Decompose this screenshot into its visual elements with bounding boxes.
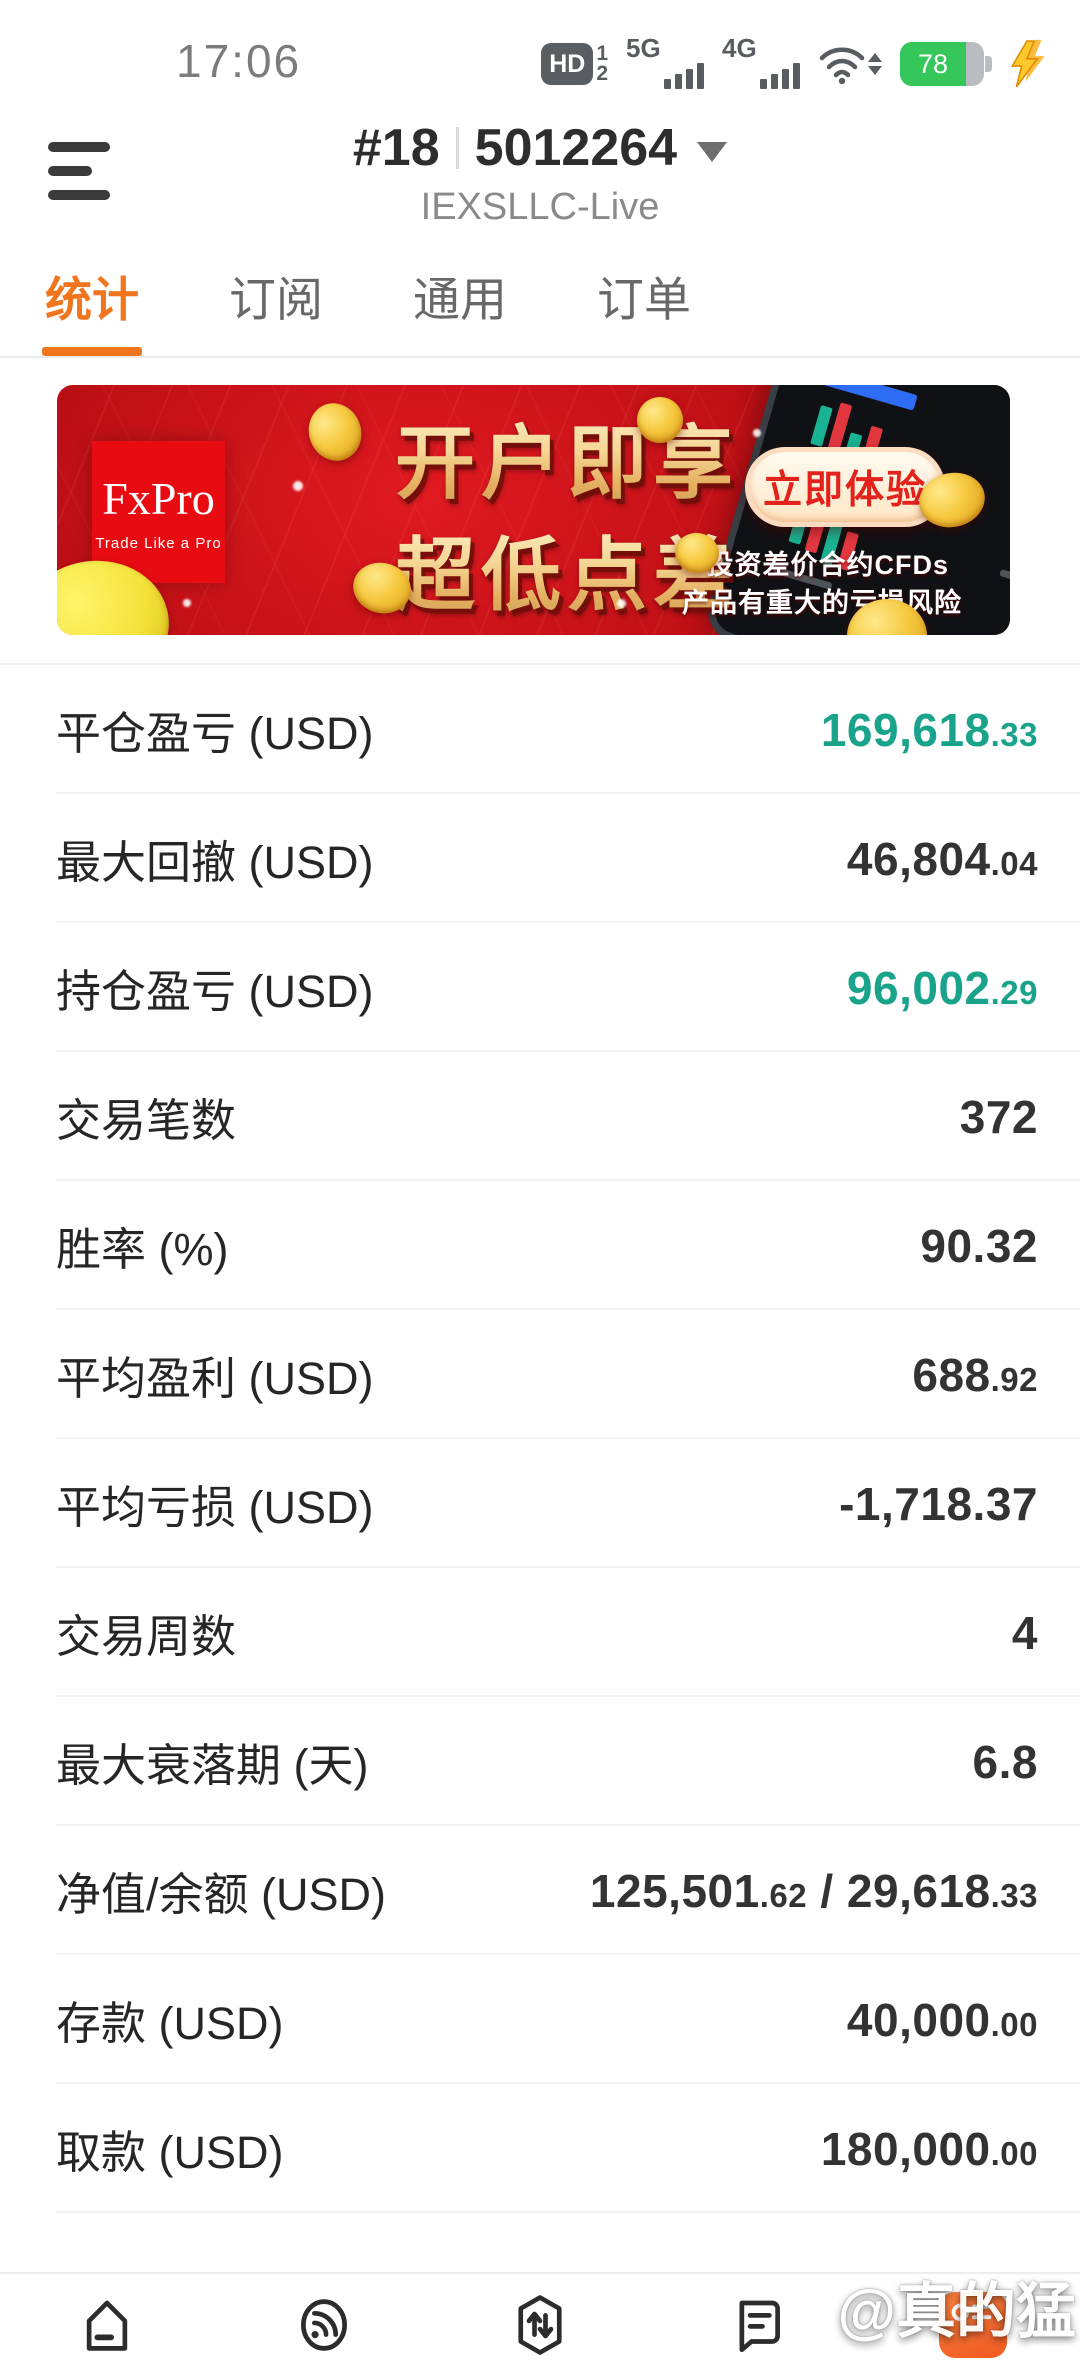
stat-row: 平均盈利 (USD) 688.92 [0,1310,1080,1439]
battery-percent: 78 [900,42,966,86]
title-divider [455,127,459,169]
nav-chat-icon[interactable] [722,2290,792,2360]
stat-label: 平仓盈亏 (USD) [56,708,374,759]
stat-row: 交易周数 4 [0,1568,1080,1697]
menu-icon[interactable] [48,140,112,204]
chevron-down-icon [697,142,728,162]
coin-decoration [637,397,683,443]
stat-row: 取款 (USD) 180,000.00 [0,2084,1080,2213]
stat-value: 96,002.29 [846,961,1038,1014]
stat-value: 169,618.33 [820,703,1038,756]
tab-subscription[interactable]: 订阅 [229,273,323,326]
banner-headline-1: 开户即享 [357,399,777,515]
stat-label: 净值/余额 (USD) [56,1869,386,1920]
stat-label: 存款 (USD) [56,1998,284,2049]
stat-label: 胜率 (%) [56,1224,229,1275]
tab-general[interactable]: 通用 [413,273,507,326]
tab-bar: 统计 订阅 通用 订单 [0,252,1080,358]
tab-statistics[interactable]: 统计 [42,261,142,356]
signal-5g-icon: 5G [626,33,704,91]
stat-value: 40,000.00 [846,1993,1038,2046]
stat-label: 取款 (USD) [56,2127,284,2178]
stat-value: 688.92 [912,1348,1038,1401]
stat-label: 持仓盈亏 (USD) [56,966,374,1017]
stat-label: 平均盈利 (USD) [56,1353,374,1404]
bottom-nav [0,2272,1080,2376]
stat-value: 46,804.04 [846,832,1038,885]
stat-value: 180,000.00 [820,2122,1038,2175]
tab-orders[interactable]: 订单 [597,273,691,326]
banner-disclaimer-2: 产品有重大的亏损风险 [682,588,962,618]
stat-row: 胜率 (%) 90.32 [0,1181,1080,1310]
server-name: IEXSLLC-Live [420,186,660,228]
active-tab-underline [42,347,142,356]
stat-row: 最大回撤 (USD) 46,804.04 [0,794,1080,923]
account-number: 5012264 [474,119,678,177]
status-bar: 17:06 HD 1 2 5G 4G [0,0,1080,100]
nav-app-promo-icon[interactable] [938,2290,1008,2360]
account-selector[interactable]: #18 5012264 [0,118,1080,178]
charging-bolt-icon [1010,39,1045,88]
stat-value: -1,718.37 [839,1477,1038,1530]
cta-button[interactable]: 立即体验 [745,447,945,527]
watermark: @真的猛 [779,2263,1076,2350]
battery-icon: 78 [900,42,992,86]
stat-value: 125,501.62 / 29,618.33 [589,1864,1038,1917]
hd-volte-icon: HD 1 2 [541,43,608,85]
clock: 17:06 [176,35,302,87]
sim2-label: 2 [596,62,608,85]
stat-label: 最大回撤 (USD) [56,837,374,888]
nav-signals-icon[interactable] [289,2290,359,2360]
stat-value: 372 [959,1090,1038,1143]
stat-row: 平仓盈亏 (USD) 169,618.33 [0,665,1080,794]
stat-label: 最大衰落期 (天) [56,1740,369,1791]
app-promo-badge [939,2292,1007,2358]
account-index: #18 [352,119,440,177]
stat-row: 平均亏损 (USD) -1,718.37 [0,1439,1080,1568]
stat-row: 最大衰落期 (天) 6.8 [0,1697,1080,1826]
wifi-icon [818,42,882,86]
stat-row: 净值/余额 (USD) 125,501.62 / 29,618.33 [0,1826,1080,1955]
stat-row: 交易笔数 372 [0,1052,1080,1181]
stat-row: 持仓盈亏 (USD) 96,002.29 [0,923,1080,1052]
stat-label: 平均亏损 (USD) [56,1482,374,1533]
stat-label: 交易周数 [56,1611,237,1662]
stat-row: 存款 (USD) 40,000.00 [0,1955,1080,2084]
nav-home-icon[interactable] [72,2290,142,2360]
stats-list: 平仓盈亏 (USD) 169,618.33 最大回撤 (USD) 46,804.04 持… [0,663,1080,2213]
sim1-label: 1 [596,42,608,65]
watermark-text: @真的猛 [837,2278,1076,2345]
signal-4g-icon: 4G [722,33,800,91]
stat-value: 90.32 [920,1219,1038,1272]
fxpro-logo: FxPro Trade Like a Pro [92,441,225,583]
banner-disclaimer-1: *投资差价合约CFDs [694,550,949,580]
stat-value: 6.8 [972,1735,1038,1788]
status-icons: HD 1 2 5G 4G 78 [541,33,1052,92]
fxpro-ad-banner[interactable]: FxPro Trade Like a Pro 开户即享 超低点差 立即体验 *投… [57,385,1010,635]
stat-value: 4 [1011,1606,1038,1659]
watermark-logo-icon [793,2286,827,2332]
stat-label: 交易笔数 [56,1095,237,1146]
nav-trade-icon[interactable] [505,2290,575,2360]
